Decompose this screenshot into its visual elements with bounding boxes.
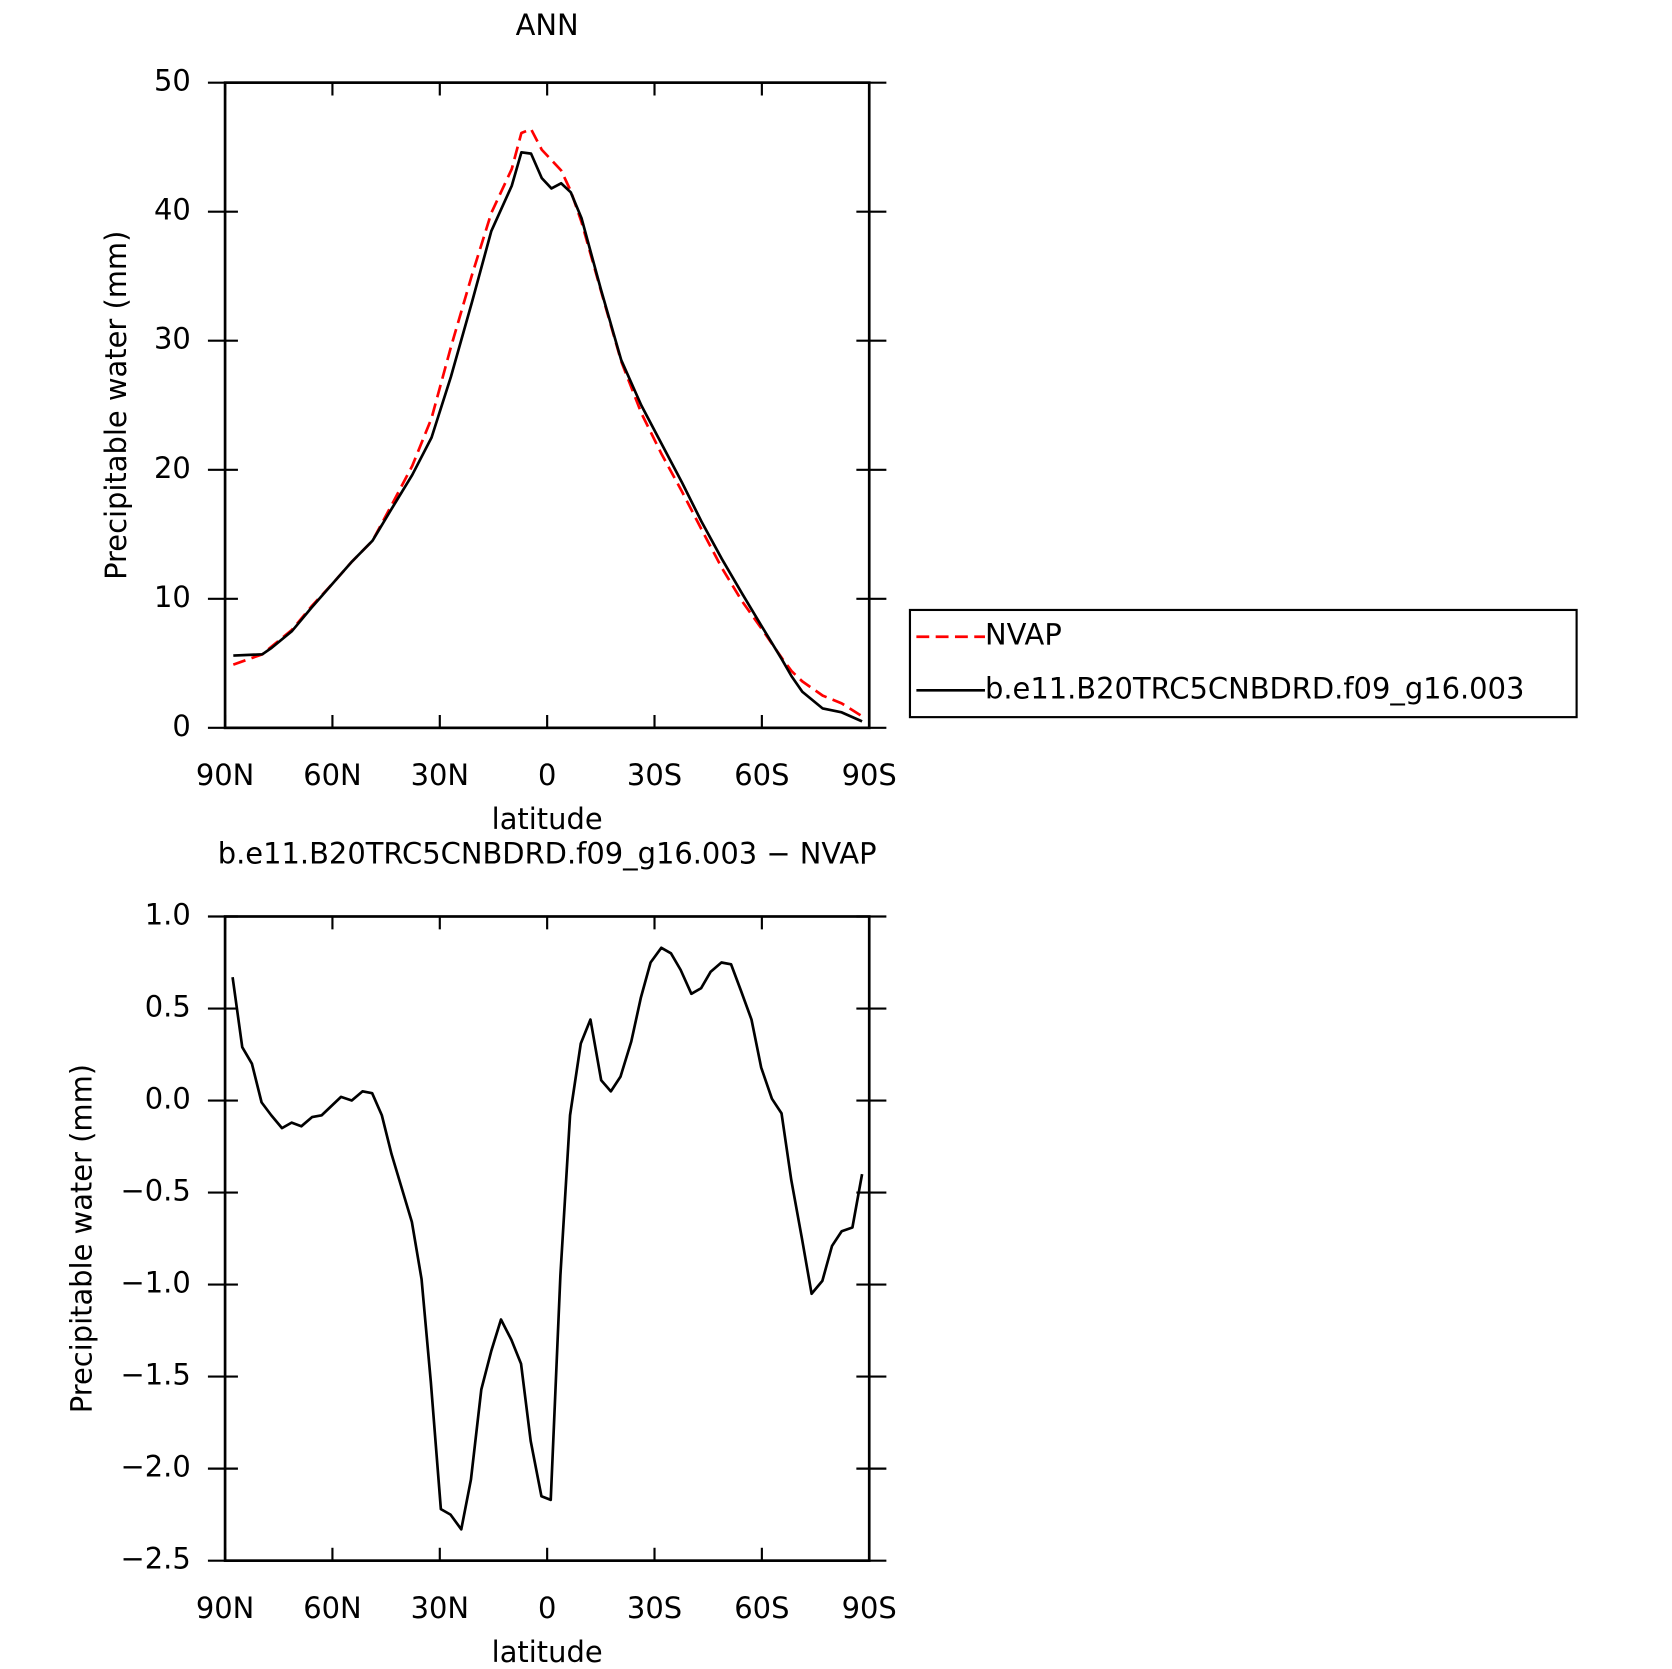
y-tick-label: −1.0 bbox=[121, 1266, 191, 1300]
x-tick-label: 90N bbox=[196, 1591, 254, 1625]
y-tick-label: 1.0 bbox=[145, 897, 191, 931]
y-tick-label: 50 bbox=[154, 64, 191, 98]
y-tick-label: 0.0 bbox=[145, 1082, 191, 1116]
y-tick-label: −2.0 bbox=[121, 1450, 191, 1484]
y-tick-label: −2.5 bbox=[121, 1542, 191, 1576]
legend-label: b.e11.B20TRC5CNBDRD.f09_g16.003 bbox=[985, 671, 1524, 705]
y-tick-label: −1.5 bbox=[121, 1358, 191, 1392]
x-tick-label: 0 bbox=[538, 758, 556, 792]
x-tick-label: 90N bbox=[196, 758, 254, 792]
y-tick-label: 0 bbox=[172, 709, 190, 743]
chart-title: b.e11.B20TRC5CNBDRD.f09_g16.003 − NVAP bbox=[218, 836, 877, 870]
x-tick-label: 60N bbox=[303, 1591, 361, 1625]
x-tick-label: 90S bbox=[842, 1591, 897, 1625]
x-tick-label: 30N bbox=[411, 1591, 469, 1625]
y-tick-label: 40 bbox=[154, 193, 191, 227]
x-axis-label: latitude bbox=[492, 1635, 603, 1669]
y-axis-label: Precipitable water (mm) bbox=[65, 1064, 99, 1413]
x-tick-label: 60S bbox=[734, 758, 789, 792]
x-tick-label: 30S bbox=[627, 758, 682, 792]
x-tick-label: 60N bbox=[303, 758, 361, 792]
x-tick-label: 30S bbox=[627, 1591, 682, 1625]
x-tick-label: 0 bbox=[538, 1591, 556, 1625]
data-line bbox=[231, 946, 864, 1531]
data-line bbox=[233, 150, 863, 723]
plot-frame bbox=[223, 915, 871, 1562]
x-tick-label: 90S bbox=[842, 758, 897, 792]
y-tick-label: 0.5 bbox=[145, 990, 191, 1024]
y-axis-label: Precipitable water (mm) bbox=[99, 231, 133, 580]
y-tick-label: 20 bbox=[154, 451, 191, 485]
plot-frame bbox=[223, 81, 871, 730]
legend-label: NVAP bbox=[985, 618, 1062, 652]
x-axis-label: latitude bbox=[492, 802, 603, 836]
data-line bbox=[232, 127, 863, 718]
x-tick-label: 60S bbox=[734, 1591, 789, 1625]
y-tick-label: 30 bbox=[154, 322, 191, 356]
y-tick-label: 10 bbox=[154, 580, 191, 614]
legend-box bbox=[908, 608, 1578, 719]
x-tick-label: 30N bbox=[411, 758, 469, 792]
y-tick-label: −0.5 bbox=[121, 1174, 191, 1208]
chart-title: ANN bbox=[516, 8, 579, 42]
